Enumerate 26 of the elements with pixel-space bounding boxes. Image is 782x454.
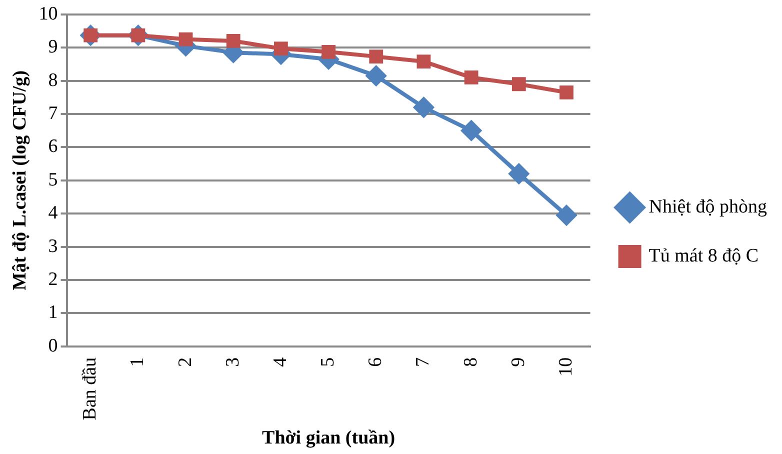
y-tick-label: 4: [48, 202, 58, 224]
y-tick-label: 2: [48, 268, 58, 290]
legend-label: Tủ mát 8 độ C: [648, 245, 759, 266]
x-axis-title: Thời gian (tuần): [262, 428, 396, 449]
y-axis-title: Mật độ L.casei (log CFU/g): [9, 70, 30, 290]
x-tick-label: 4: [270, 356, 291, 367]
y-tick-label: 9: [48, 36, 58, 58]
x-tick-label: 9: [508, 357, 529, 367]
x-tick-label: Ban đầu: [80, 356, 101, 420]
y-tick-label: 8: [48, 70, 58, 91]
y-tick-label: 3: [48, 236, 58, 257]
x-tick-label: 7: [412, 357, 434, 367]
x-tick-label: 6: [365, 357, 386, 367]
x-tick-label: 10: [555, 357, 576, 376]
y-tick-label: 5: [48, 169, 58, 190]
y-tick-label: 0: [48, 335, 58, 356]
x-tick-label: 2: [174, 357, 196, 367]
y-tick-label: 1: [48, 302, 58, 324]
x-tick-label: 3: [222, 357, 244, 367]
x-tick-label: 8: [460, 357, 482, 367]
x-tick-label: 5: [318, 357, 339, 367]
legend-label: Nhiệt độ phòng: [648, 196, 768, 218]
x-tick-label: 1: [127, 357, 148, 367]
y-tick-label: 7: [48, 102, 58, 124]
y-tick-label: 6: [48, 136, 58, 158]
y-tick-label: 10: [38, 3, 58, 24]
